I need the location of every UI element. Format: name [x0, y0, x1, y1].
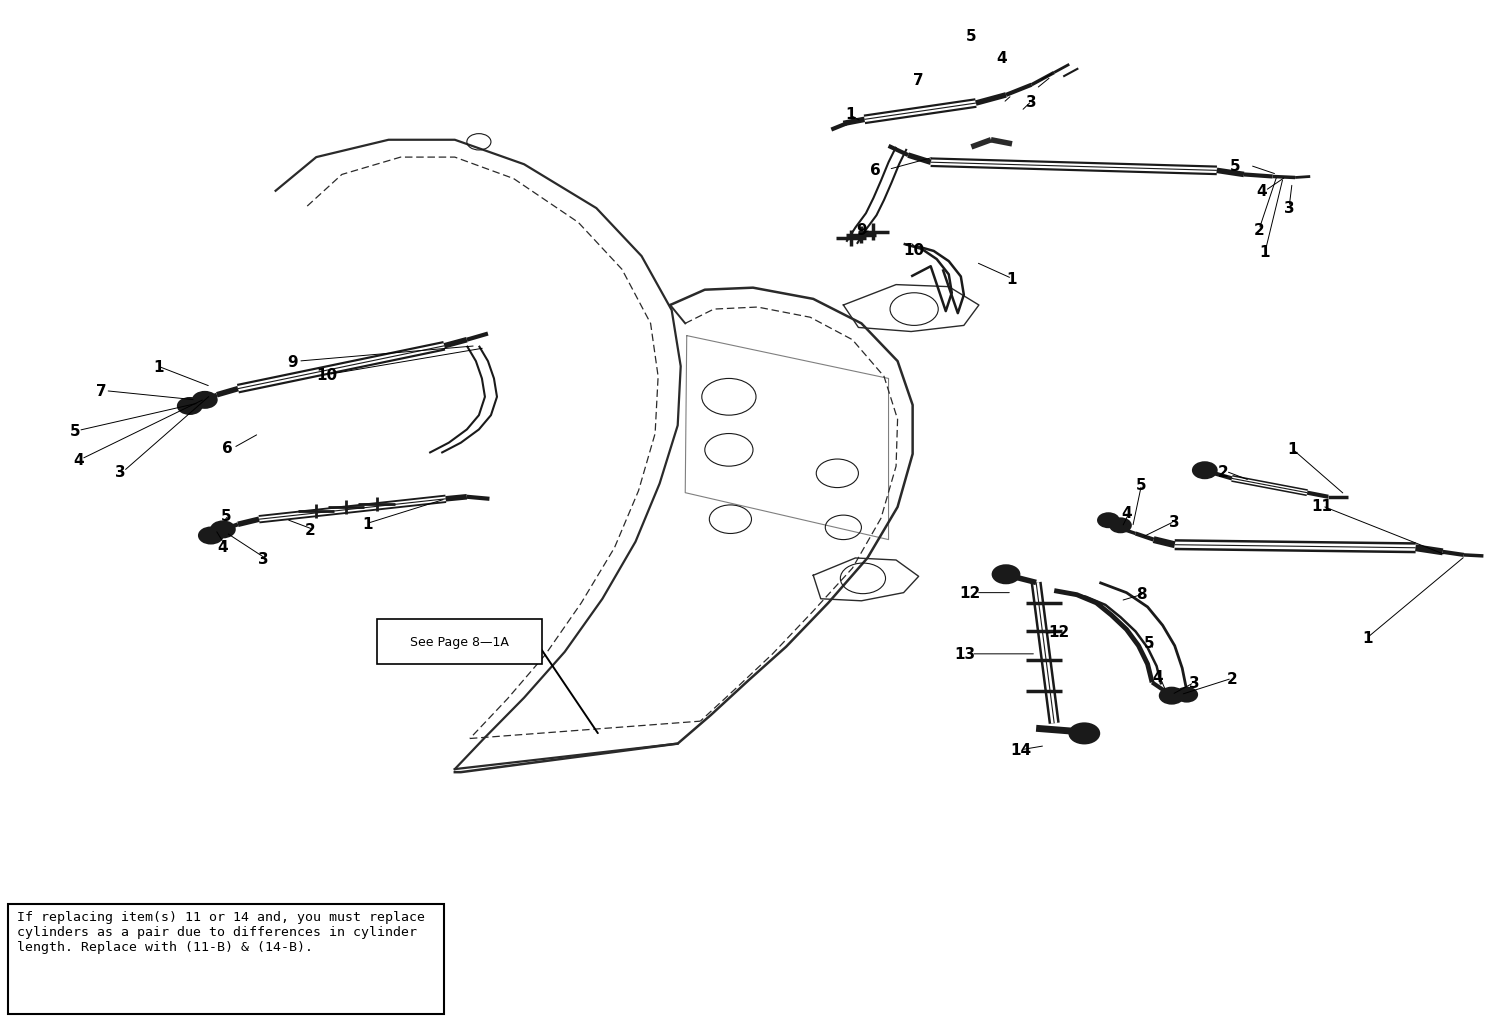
Text: 13: 13 [955, 647, 976, 661]
Text: 1: 1 [363, 517, 372, 531]
Text: 3: 3 [1283, 201, 1295, 215]
Text: 9: 9 [855, 223, 867, 237]
Text: 1: 1 [1363, 631, 1372, 645]
Text: 8: 8 [1136, 587, 1148, 601]
Text: 12: 12 [959, 586, 980, 600]
Text: 5: 5 [965, 30, 977, 44]
Text: 2: 2 [1253, 223, 1265, 237]
Circle shape [992, 566, 1020, 584]
Text: 1: 1 [1261, 246, 1270, 260]
Text: 10: 10 [316, 368, 337, 382]
Circle shape [193, 392, 217, 409]
Text: See Page 8—1A: See Page 8—1A [410, 636, 509, 648]
Text: 14: 14 [1011, 743, 1032, 757]
Text: 6: 6 [869, 163, 881, 177]
Text: 2: 2 [1226, 672, 1238, 686]
Text: 1: 1 [1008, 272, 1017, 286]
Text: 4: 4 [217, 540, 229, 554]
Text: 11: 11 [1312, 499, 1333, 514]
Text: 4: 4 [1152, 669, 1164, 684]
Text: 4: 4 [995, 51, 1008, 65]
Circle shape [199, 528, 223, 544]
Text: 6: 6 [221, 441, 233, 455]
Circle shape [1160, 688, 1184, 704]
Text: 1: 1 [154, 360, 163, 374]
Text: 3: 3 [1169, 515, 1181, 529]
Text: 2: 2 [1217, 465, 1229, 479]
Circle shape [1098, 514, 1119, 528]
Text: 4: 4 [1120, 505, 1133, 520]
Text: 7: 7 [95, 384, 107, 398]
Text: 3: 3 [258, 552, 270, 567]
Text: 2: 2 [304, 523, 316, 537]
Text: 4: 4 [1256, 184, 1268, 199]
Text: If replacing item(s) 11 or 14 and, you must replace
cylinders as a pair due to d: If replacing item(s) 11 or 14 and, you m… [17, 910, 425, 953]
Circle shape [1176, 688, 1197, 702]
FancyBboxPatch shape [376, 620, 542, 664]
Text: 5: 5 [220, 508, 232, 523]
Text: 7: 7 [913, 73, 925, 88]
Text: 12: 12 [1048, 625, 1069, 639]
Circle shape [178, 398, 202, 415]
Text: 5: 5 [1229, 159, 1241, 173]
Circle shape [1069, 723, 1099, 744]
Circle shape [211, 522, 235, 538]
Circle shape [1110, 519, 1131, 533]
Text: 5: 5 [1143, 636, 1155, 650]
Text: 10: 10 [904, 244, 925, 258]
Text: 3: 3 [1026, 95, 1038, 109]
Circle shape [1193, 463, 1217, 479]
Text: 1: 1 [1288, 442, 1297, 457]
Text: 4: 4 [72, 452, 84, 467]
Text: 5: 5 [1136, 478, 1148, 492]
Text: 3: 3 [114, 465, 127, 479]
Text: 1: 1 [846, 107, 855, 121]
Text: 9: 9 [286, 355, 298, 369]
Text: 3: 3 [1188, 676, 1200, 690]
Text: 5: 5 [69, 424, 81, 438]
FancyBboxPatch shape [8, 904, 444, 1014]
